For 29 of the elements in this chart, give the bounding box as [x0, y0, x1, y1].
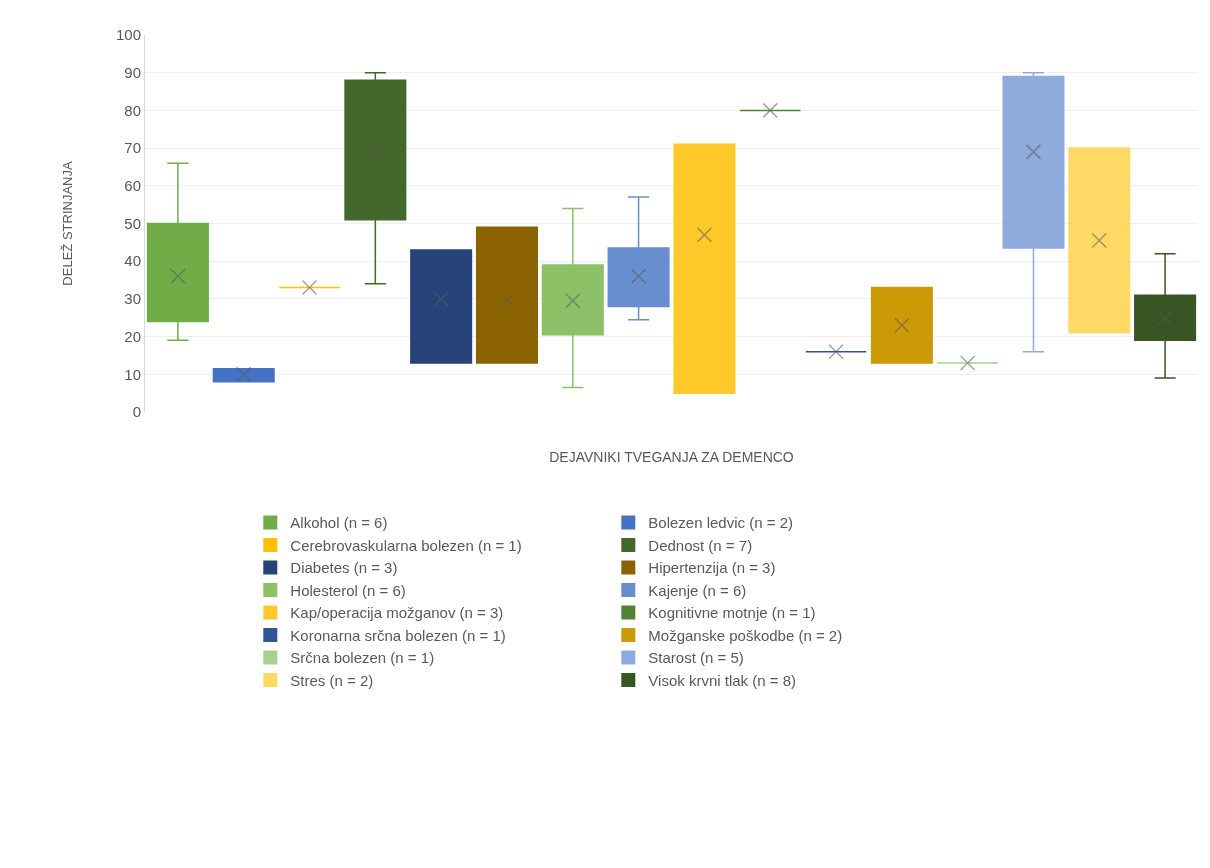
y-tick-label: 10	[124, 365, 141, 383]
y-tick-label: 80	[124, 101, 141, 119]
legend-label: Hipertenzija (n = 3)	[648, 559, 776, 577]
y-tick-label: 20	[124, 327, 141, 345]
x-axis-title: DEJAVNIKI TVEGANJA ZA DEMENCO	[549, 449, 794, 466]
y-tick-label: 30	[124, 290, 141, 308]
legend-label: Starost (n = 5)	[648, 649, 744, 667]
legend-label: Možganske poškodbe (n = 2)	[648, 626, 843, 644]
legend-label: Kajenje (n = 6)	[648, 581, 747, 599]
y-tick-label: 100	[115, 26, 141, 44]
legend-label: Holesterol (n = 6)	[290, 581, 406, 599]
legend-label: Alkohol (n = 6)	[290, 514, 388, 532]
legend-label: Srčna bolezen (n = 1)	[290, 649, 435, 667]
legend-label: Koronarna srčna bolezen (n = 1)	[290, 626, 506, 644]
y-tick-label: 60	[124, 177, 141, 195]
legend-label: Dednost (n = 7)	[648, 536, 753, 554]
legend-label: Visok krvni tlak (n = 8)	[648, 671, 797, 689]
y-tick-label: 50	[124, 214, 141, 232]
legend-label: Cerebrovaskularna bolezen (n = 1)	[290, 536, 522, 554]
legend-label: Bolezen ledvic (n = 2)	[648, 514, 793, 532]
legend-label: Kap/operacija možganov (n = 3)	[290, 604, 504, 622]
legend-label: Diabetes (n = 3)	[290, 559, 398, 577]
y-axis-title: DELEŽ STRINJANJA	[59, 161, 75, 286]
legend-label: Kognitivne motnje (n = 1)	[648, 604, 816, 622]
legend-label: Stres (n = 2)	[290, 671, 374, 689]
y-tick-label: 70	[124, 139, 141, 157]
y-tick-label: 40	[124, 252, 141, 270]
y-tick-label: 90	[124, 63, 141, 81]
y-tick-label: 0	[132, 403, 141, 421]
